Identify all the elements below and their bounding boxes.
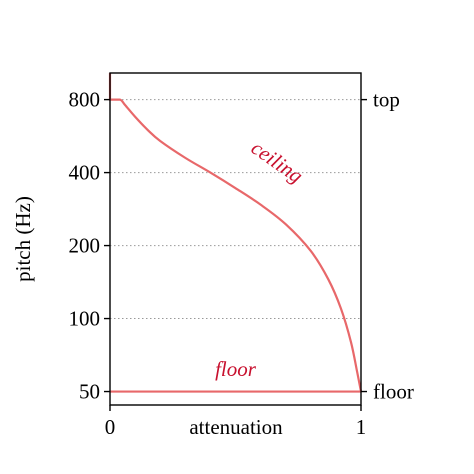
annotation-ceiling: ceiling [247,135,308,187]
x-tick-label-0: 0 [105,415,116,439]
x-tick-label-1: 1 [356,415,367,439]
y-tick-label-4: 800 [69,88,101,112]
right-tick-label-1: floor [373,380,414,404]
y-tick-label-0: 50 [79,380,100,404]
y-tick-label-2: 200 [69,234,101,258]
ticks [104,98,367,411]
curve-annotations: ceiling floor [215,135,307,380]
x-axis-label: attenuation [189,415,283,439]
series-lines [108,73,363,393]
y-axis-label: pitch (Hz) [11,196,35,282]
annotation-floor: floor [215,357,257,381]
y-tick-label-3: 400 [69,161,101,185]
right-tick-label-0: top [373,88,400,112]
series-line-ceiling [108,73,363,392]
tick-labels: 50 100 200 400 800 top floor 0 1 [69,88,414,439]
grid-lines [110,99,361,393]
plot-frame [109,72,362,406]
y-tick-label-1: 100 [69,307,101,331]
